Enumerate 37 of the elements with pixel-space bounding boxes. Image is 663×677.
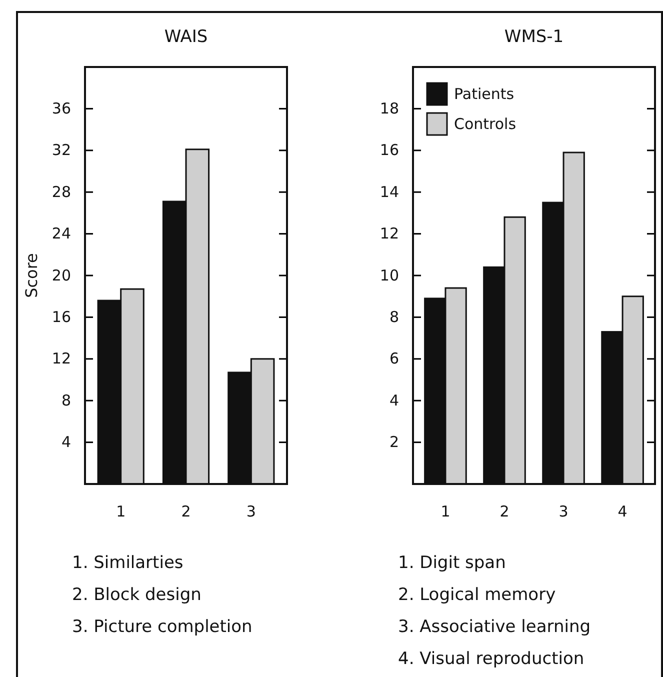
y-tick-label: 36 <box>52 100 71 118</box>
text: 2. Block design <box>72 585 202 605</box>
x-tick-label: 2 <box>500 502 510 521</box>
y-tick-label: 4 <box>61 433 71 452</box>
y-axis-title: Score <box>22 253 41 298</box>
x-tick-label: 1 <box>440 502 450 521</box>
y-tick-label: 4 <box>389 391 399 410</box>
y-tick-label: 12 <box>52 350 71 368</box>
y-tick-label: 12 <box>380 224 399 243</box>
text: 3. Associative learning <box>398 617 591 637</box>
y-tick-label: 16 <box>52 308 71 326</box>
y-tick-label: 8 <box>389 308 399 326</box>
y-tick-label: 6 <box>389 350 399 368</box>
chart-title: WMS-1 <box>504 27 564 47</box>
text: 4. Visual reproduction <box>398 649 584 669</box>
x-tick-label: 3 <box>558 502 568 521</box>
y-tick-label: 16 <box>380 141 399 160</box>
y-tick-label: 20 <box>52 266 71 284</box>
legend-label: Patients <box>454 85 514 103</box>
y-tick-label: 18 <box>380 100 399 118</box>
y-tick-label: 10 <box>380 266 399 284</box>
chart-title: WAIS <box>164 27 208 47</box>
y-tick-label: 28 <box>52 182 71 201</box>
x-tick-label: 3 <box>246 502 256 521</box>
legend-label: Controls <box>454 115 516 133</box>
text: 1. Similarties <box>72 553 184 573</box>
y-tick-label: 32 <box>52 141 71 160</box>
y-tick-label: 14 <box>380 182 399 201</box>
text: 1. Digit span <box>398 553 506 573</box>
y-tick-label: 8 <box>61 391 71 410</box>
x-tick-label: 1 <box>116 502 126 521</box>
y-tick-label: 2 <box>389 433 399 452</box>
text: 3. Picture completion <box>72 617 252 637</box>
y-tick-label: 24 <box>52 224 71 243</box>
x-tick-label: 4 <box>618 502 628 521</box>
text: 2. Logical memory <box>398 585 556 605</box>
x-tick-label: 2 <box>181 502 191 521</box>
